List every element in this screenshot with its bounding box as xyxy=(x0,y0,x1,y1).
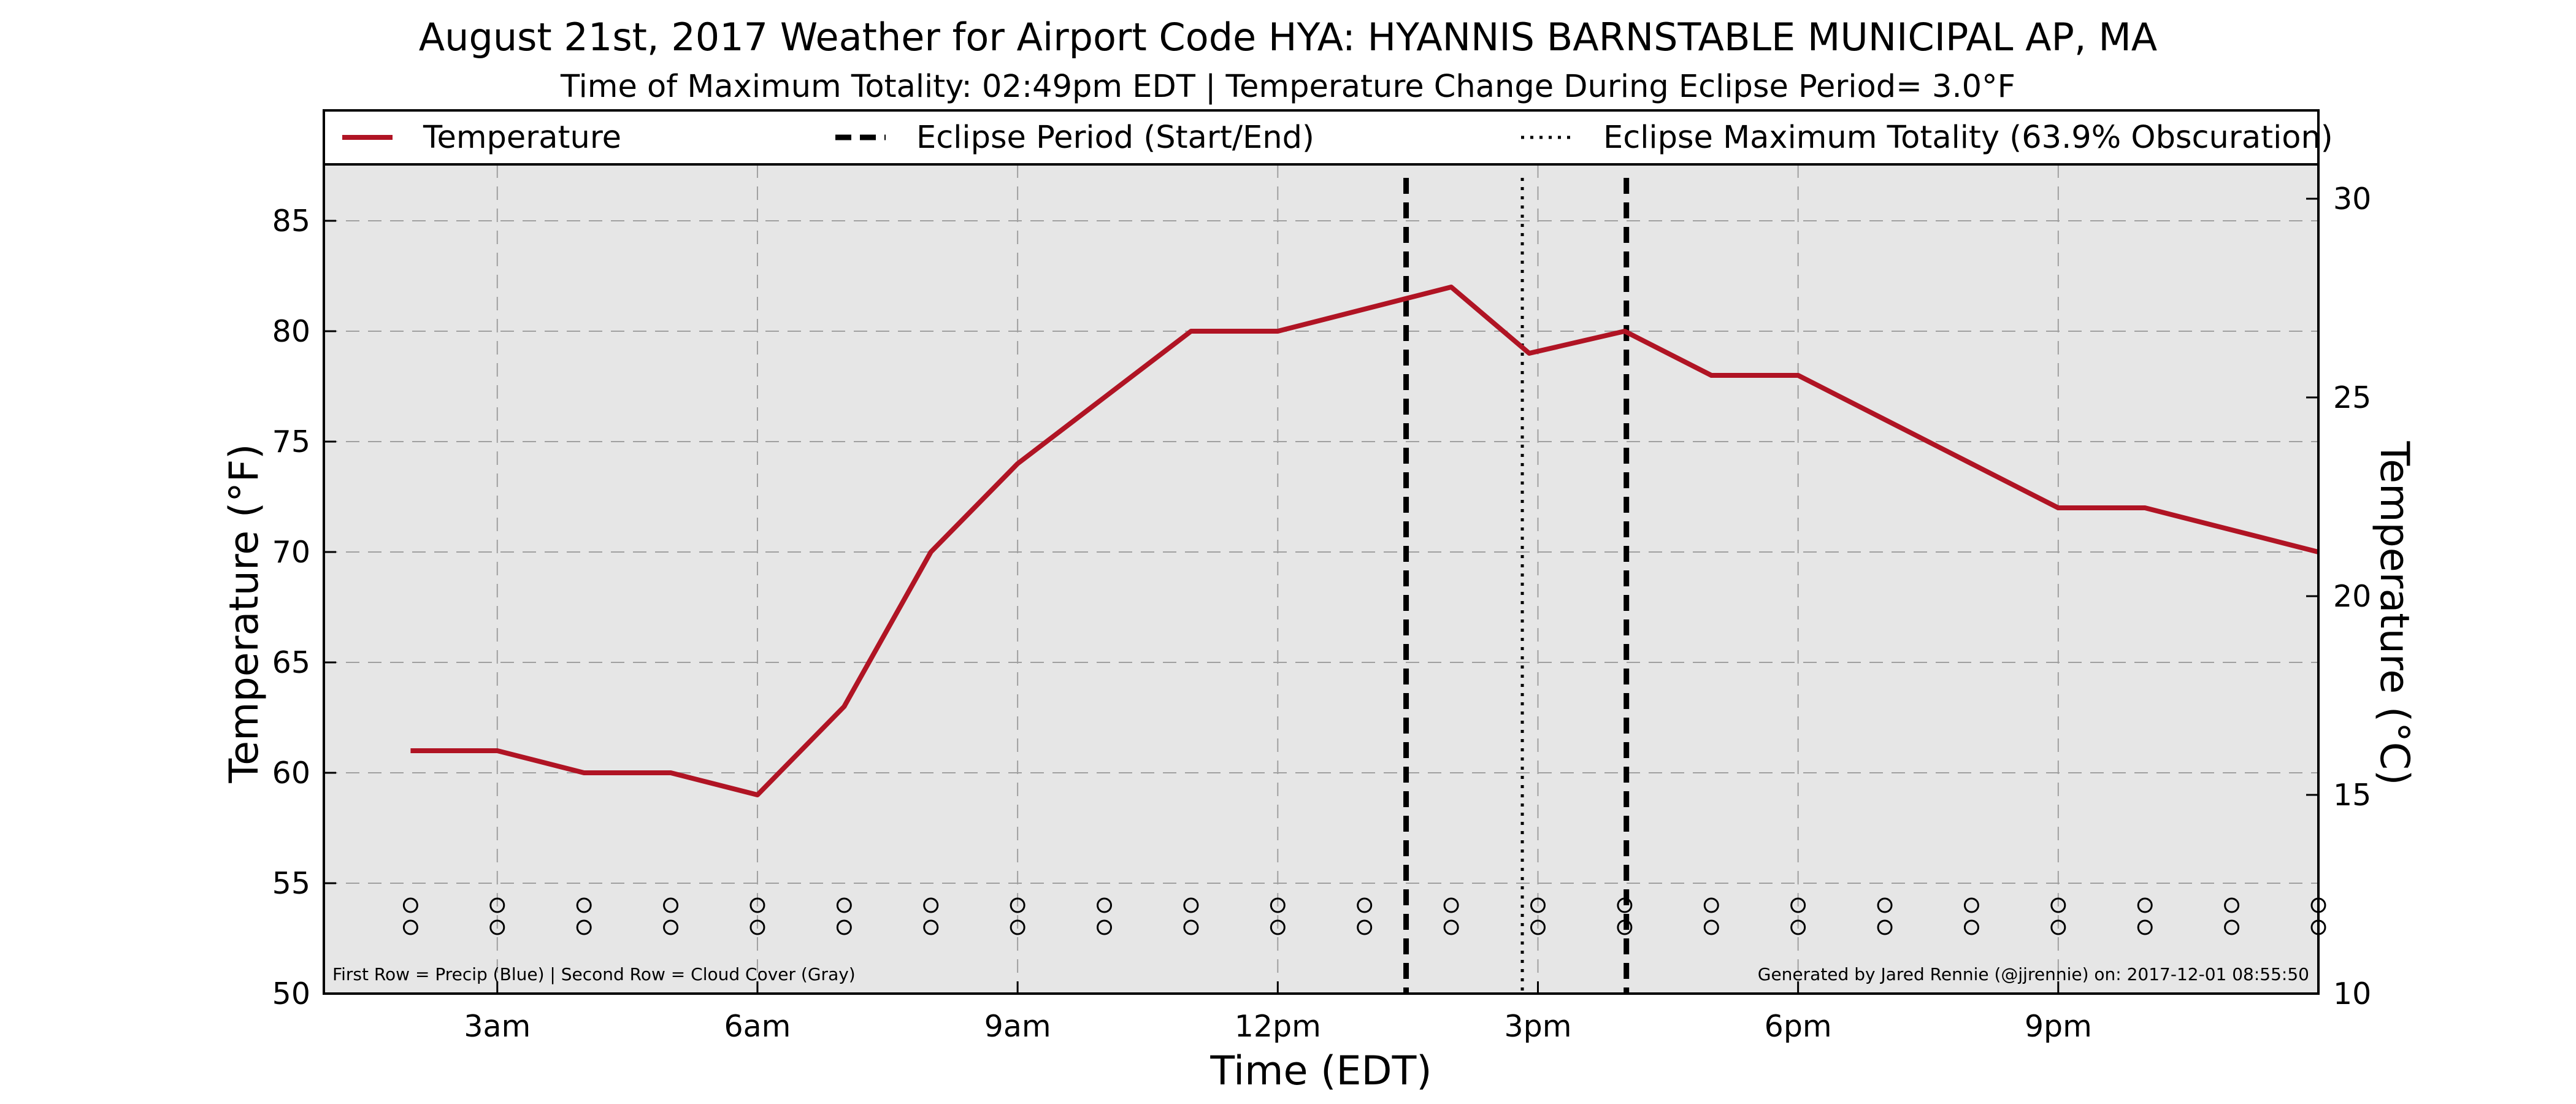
cloud-cover-marker xyxy=(576,919,592,935)
cloud-cover-marker xyxy=(1790,919,1806,935)
x-axis-label: Time (EDT) xyxy=(1209,1048,1432,1094)
cloud-cover-marker xyxy=(1010,919,1025,935)
y-right-tick-label: 30 xyxy=(2333,182,2371,217)
cloud-cover-marker xyxy=(923,919,939,935)
precip-marker xyxy=(1877,897,1893,913)
x-tick-label: 12pm xyxy=(1235,1009,1321,1044)
y-right-axis-label: Temperature (°C) xyxy=(2371,440,2417,785)
y-tick-label: 55 xyxy=(272,866,310,901)
chart-title: August 21st, 2017 Weather for Airport Co… xyxy=(419,15,2157,59)
x-tick-label: 6pm xyxy=(1765,1009,1832,1044)
y-tick-label: 60 xyxy=(272,756,310,791)
precip-marker xyxy=(1530,897,1546,913)
precip-marker xyxy=(402,897,418,913)
cloud-cover-marker xyxy=(663,919,679,935)
x-tick-label: 9am xyxy=(984,1009,1051,1044)
legend-item-label: Eclipse Period (Start/End) xyxy=(916,120,1314,156)
y-axis-label: Temperature (°F) xyxy=(221,443,267,783)
cloud-cover-marker xyxy=(2224,919,2240,935)
precip-marker xyxy=(489,897,505,913)
cloud-cover-marker xyxy=(2050,919,2066,935)
precip-marker xyxy=(2224,897,2240,913)
cloud-cover-marker xyxy=(402,919,418,935)
footnote-precip-cloud: First Row = Precip (Blue) | Second Row =… xyxy=(332,964,856,984)
y-right-tick-label: 25 xyxy=(2333,380,2371,415)
precip-marker xyxy=(1963,897,1979,913)
precip-marker xyxy=(576,897,592,913)
cloud-cover-marker xyxy=(1183,919,1199,935)
chart-subtitle: Time of Maximum Totality: 02:49pm EDT | … xyxy=(560,69,2015,105)
precip-marker xyxy=(923,897,939,913)
legend-box xyxy=(323,109,2320,166)
y-tick-label: 75 xyxy=(272,424,310,459)
precip-marker xyxy=(1097,897,1113,913)
precip-marker xyxy=(1270,897,1286,913)
cloud-cover-marker xyxy=(1530,919,1546,935)
x-tick-label: 6am xyxy=(724,1009,791,1044)
y-tick-label: 65 xyxy=(272,645,310,680)
precip-marker xyxy=(1183,897,1199,913)
x-tick-label: 3pm xyxy=(1504,1009,1571,1044)
precip-marker xyxy=(749,897,765,913)
cloud-cover-marker xyxy=(1270,919,1286,935)
y-tick-label: 70 xyxy=(272,535,310,570)
y-right-tick-label: 15 xyxy=(2333,778,2371,813)
plot-area: Temperature Eclipse Period (Start/End) Ecl… xyxy=(272,109,2371,1044)
precip-marker xyxy=(2137,897,2153,913)
precip-marker xyxy=(1703,897,1719,913)
cloud-cover-marker xyxy=(1443,919,1459,935)
cloud-cover-marker xyxy=(489,919,505,935)
x-tick-label: 9pm xyxy=(2025,1009,2092,1044)
y-tick-label: 50 xyxy=(272,976,310,1011)
precip-marker xyxy=(836,897,852,913)
y-tick-label: 80 xyxy=(272,314,310,349)
footnote-generated-by: Generated by Jared Rennie (@jjrennie) on… xyxy=(1758,964,2309,984)
cloud-cover-marker xyxy=(1097,919,1113,935)
precip-marker xyxy=(663,897,679,913)
precip-marker xyxy=(2050,897,2066,913)
y-tick-label: 85 xyxy=(272,204,310,239)
precip-marker xyxy=(1010,897,1025,913)
cloud-cover-marker xyxy=(2137,919,2153,935)
precip-marker xyxy=(1790,897,1806,913)
y-right-tick-label: 10 xyxy=(2333,976,2371,1011)
legend-item-label: Temperature xyxy=(423,120,621,156)
temperature-series-line xyxy=(410,285,2319,797)
legend-item-label: Eclipse Maximum Totality (63.9% Obscurat… xyxy=(1603,120,2333,156)
cloud-cover-marker xyxy=(1877,919,1893,935)
x-tick-label: 3am xyxy=(464,1009,531,1044)
cloud-cover-marker xyxy=(1357,919,1373,935)
cloud-cover-marker xyxy=(749,919,765,935)
cloud-cover-marker xyxy=(1963,919,1979,935)
cloud-cover-marker xyxy=(836,919,852,935)
y-right-tick-label: 20 xyxy=(2333,579,2371,614)
precip-marker xyxy=(1443,897,1459,913)
cloud-cover-marker xyxy=(1703,919,1719,935)
precip-marker xyxy=(1357,897,1373,913)
